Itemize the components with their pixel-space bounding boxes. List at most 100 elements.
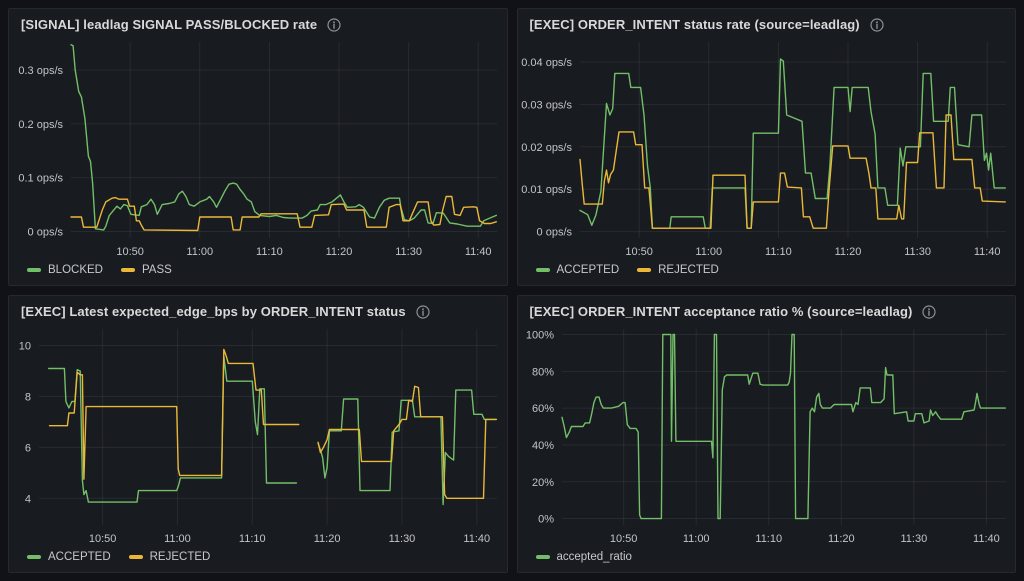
legend-swatch-icon [120, 268, 135, 272]
series-line-accepted [578, 58, 1006, 229]
y-axis-tick-label: 10 [19, 341, 31, 353]
timeseries-chart[interactable]: 0% 20% 40% 60% 80% 100% 10:50 11:00 11:10 11:20 11… [518, 321, 1016, 549]
x-axis-tick-label: 10:50 [89, 533, 117, 545]
legend-swatch-icon [128, 555, 143, 559]
info-icon[interactable] [870, 17, 884, 32]
legend-label: PASS [141, 264, 172, 276]
y-axis-tick-label: 80% [531, 366, 553, 378]
x-axis-tick-label: 11:30 [900, 533, 927, 545]
panel-acceptance-ratio: [EXEC] ORDER_INTENT acceptance ratio % (… [516, 295, 1016, 573]
legend-label: BLOCKED [48, 264, 103, 276]
panel-header: [EXEC] Latest expected_edge_bps by ORDER… [9, 296, 507, 321]
legend-swatch-icon [27, 555, 41, 559]
legend: ACCEPTED REJECTED [518, 262, 1016, 285]
x-axis-tick-label: 10:50 [609, 533, 637, 545]
info-circle-glyph [922, 304, 937, 319]
y-axis-tick-label: 40% [531, 440, 553, 452]
panel-order-intent-status-rate: [EXEC] ORDER_INTENT status rate (source=… [516, 8, 1016, 286]
legend: ACCEPTED REJECTED [9, 549, 507, 572]
series-line-rejected [48, 348, 497, 499]
legend-item-accepted_ratio[interactable]: accepted_ratio [535, 551, 632, 563]
y-axis-tick-label: 8 [25, 391, 31, 403]
y-axis-tick-label: 0.2 ops/s [18, 119, 63, 131]
x-axis-tick-label: 11:20 [326, 246, 353, 258]
info-icon[interactable] [416, 304, 430, 319]
x-axis-tick-label: 11:10 [755, 533, 782, 545]
legend-item-accepted[interactable]: ACCEPTED [27, 551, 111, 563]
y-axis-tick-label: 6 [25, 442, 31, 454]
panel-title[interactable]: [EXEC] ORDER_INTENT acceptance ratio % (… [529, 304, 913, 319]
panel-title[interactable]: [SIGNAL] leadlag SIGNAL PASS/BLOCKED rat… [21, 17, 318, 32]
timeseries-chart[interactable]: 0 ops/s 0.01 ops/s 0.02 ops/s 0.03 ops/s 0.0… [518, 34, 1016, 262]
legend-item-pass[interactable]: PASS [120, 264, 172, 276]
y-axis-tick-label: 4 [25, 493, 31, 505]
legend-swatch-icon [535, 268, 550, 272]
info-circle-glyph [416, 304, 430, 319]
y-axis-tick-label: 20% [531, 477, 553, 489]
y-axis-tick-label: 0% [538, 514, 554, 526]
series-line-pass [70, 195, 497, 232]
x-axis-tick-label: 11:40 [465, 246, 492, 258]
chart-canvas[interactable]: 0% 20% 40% 60% 80% 100% 10:50 11:00 11:10 11:20 11… [518, 321, 1016, 549]
panel-signal-pass-blocked-rate: [SIGNAL] leadlag SIGNAL PASS/BLOCKED rat… [8, 8, 508, 286]
timeseries-chart[interactable]: 0 ops/s 0.1 ops/s 0.2 ops/s 0.3 ops/s 10:50 1… [9, 34, 507, 262]
legend-label: REJECTED [658, 264, 719, 276]
legend-item-rejected[interactable]: REJECTED [637, 264, 719, 276]
legend-label: accepted_ratio [556, 551, 632, 563]
legend-label: ACCEPTED [556, 264, 620, 276]
info-circle-glyph [327, 17, 341, 32]
x-axis-tick-label: 11:00 [164, 533, 191, 545]
y-axis-tick-label: 0 ops/s [28, 227, 64, 239]
info-icon[interactable] [327, 17, 341, 32]
x-axis-tick-label: 11:30 [389, 533, 416, 545]
panel-title[interactable]: [EXEC] ORDER_INTENT status rate (source=… [529, 17, 860, 32]
panel-header: [EXEC] ORDER_INTENT status rate (source=… [518, 9, 1016, 34]
timeseries-chart[interactable]: 4 6 8 10 10:50 11:00 11:10 11:20 11:30 11:40 [9, 321, 507, 549]
x-axis-tick-label: 10:50 [116, 246, 144, 258]
info-icon[interactable] [922, 304, 937, 319]
y-axis-tick-label: 0.04 ops/s [521, 57, 572, 69]
x-axis-tick-label: 11:40 [973, 246, 1000, 258]
series-line-rejected [578, 114, 1006, 229]
y-axis-tick-label: 100% [525, 330, 553, 342]
x-axis-tick-label: 11:00 [695, 246, 722, 258]
legend-item-accepted[interactable]: ACCEPTED [535, 264, 620, 276]
info-circle-glyph [870, 17, 884, 32]
legend-swatch-icon [27, 268, 41, 272]
y-axis-tick-label: 0.03 ops/s [521, 99, 572, 111]
series-line-accepted [48, 355, 497, 506]
x-axis-tick-label: 11:20 [827, 533, 854, 545]
chart-canvas[interactable]: 0 ops/s 0.1 ops/s 0.2 ops/s 0.3 ops/s 10:50 1… [9, 34, 507, 262]
legend-swatch-icon [637, 268, 652, 272]
series-line-accepted_ratio [560, 333, 1006, 520]
y-axis-tick-label: 0.02 ops/s [521, 142, 572, 154]
y-axis-tick-label: 60% [531, 403, 553, 415]
legend-swatch-icon [535, 555, 550, 559]
x-axis-tick-label: 11:40 [973, 533, 1000, 545]
legend-item-rejected[interactable]: REJECTED [128, 551, 211, 563]
legend-label: REJECTED [149, 551, 211, 563]
panel-title[interactable]: [EXEC] Latest expected_edge_bps by ORDER… [21, 304, 406, 319]
legend: accepted_ratio [518, 549, 1016, 572]
y-axis-tick-label: 0 ops/s [536, 227, 572, 239]
series-line-blocked [70, 44, 497, 231]
legend-item-blocked[interactable]: BLOCKED [27, 264, 103, 276]
y-axis-tick-label: 0.01 ops/s [521, 184, 572, 196]
x-axis-tick-label: 11:20 [834, 246, 861, 258]
x-axis-tick-label: 11:10 [765, 246, 792, 258]
x-axis-tick-label: 10:50 [625, 246, 653, 258]
x-axis-tick-label: 11:00 [186, 246, 213, 258]
x-axis-tick-label: 11:00 [682, 533, 709, 545]
legend: BLOCKED PASS [9, 262, 507, 285]
chart-canvas[interactable]: 4 6 8 10 10:50 11:00 11:10 11:20 11:30 11:40 [9, 321, 507, 549]
panel-header: [SIGNAL] leadlag SIGNAL PASS/BLOCKED rat… [9, 9, 507, 34]
x-axis-tick-label: 11:20 [314, 533, 341, 545]
chart-canvas[interactable]: 0 ops/s 0.01 ops/s 0.02 ops/s 0.03 ops/s 0.0… [518, 34, 1016, 262]
x-axis-tick-label: 11:30 [395, 246, 422, 258]
x-axis-tick-label: 11:10 [239, 533, 266, 545]
x-axis-tick-label: 11:30 [904, 246, 931, 258]
x-axis-tick-label: 11:10 [256, 246, 283, 258]
panel-header: [EXEC] ORDER_INTENT acceptance ratio % (… [518, 296, 1016, 321]
